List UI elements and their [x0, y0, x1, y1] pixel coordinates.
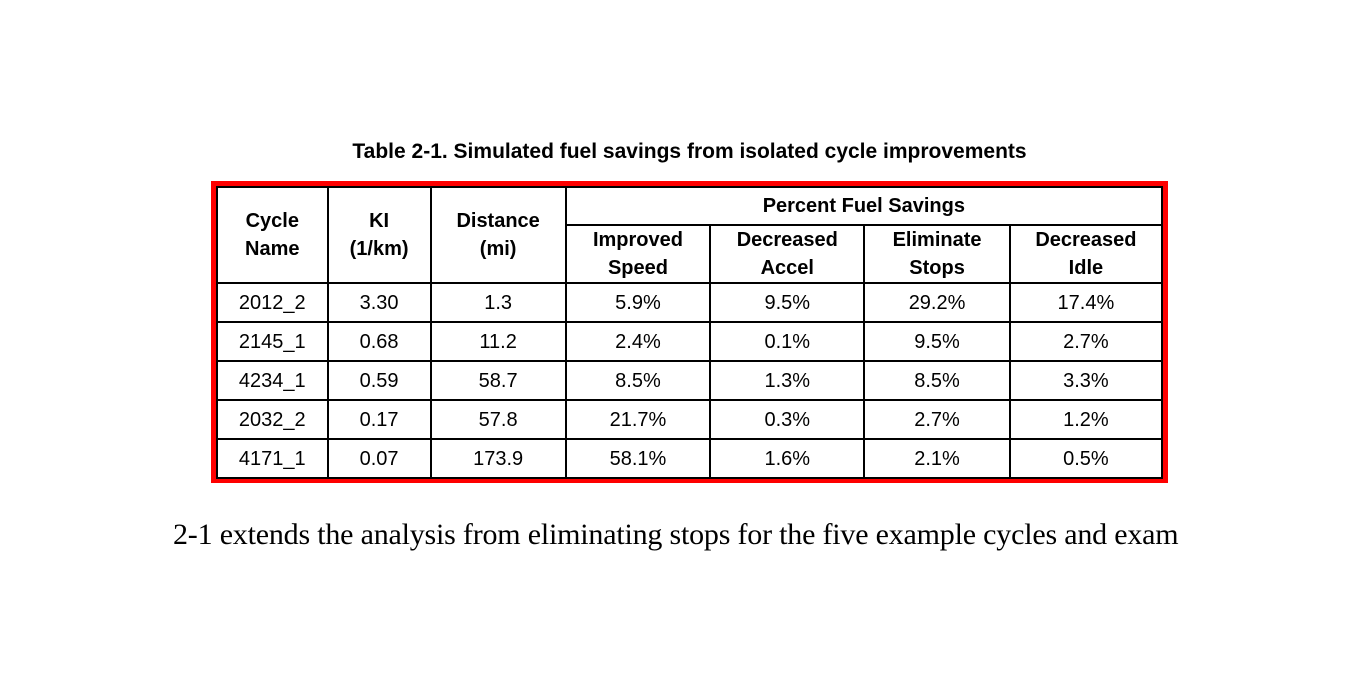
header-improved-speed: Improved Speed [564, 224, 712, 284]
cell-improved-speed: 5.9% [564, 282, 712, 323]
cell-distance: 173.9 [429, 438, 567, 479]
cell-decreased-accel: 0.1% [709, 321, 866, 362]
header-line: KI [369, 210, 390, 232]
header-line: (mi) [479, 238, 517, 260]
table-row: 4171_1 0.07 173.9 58.1% 1.6% 2.1% 0.5% [216, 438, 1164, 479]
cell-decreased-accel: 1.6% [709, 438, 866, 479]
header-decreased-accel: Decreased Accel [709, 224, 866, 284]
cell-cycle-name: 4234_1 [216, 360, 329, 401]
cell-distance: 57.8 [429, 399, 567, 440]
cell-cycle-name: 2145_1 [216, 321, 329, 362]
cell-decreased-accel: 9.5% [709, 282, 866, 323]
cell-eliminate-stops: 29.2% [863, 282, 1011, 323]
cell-decreased-accel: 1.3% [709, 360, 866, 401]
header-distance: Distance (mi) [429, 186, 567, 284]
cell-eliminate-stops: 9.5% [863, 321, 1011, 362]
header-line: Name [245, 238, 300, 260]
cell-decreased-idle: 0.5% [1008, 438, 1164, 479]
cell-ki: 0.17 [326, 399, 432, 440]
cell-cycle-name: 2012_2 [216, 282, 329, 323]
cell-distance: 11.2 [429, 321, 567, 362]
fuel-savings-table: Cycle Name KI (1/km) Distance (mi) Perce… [211, 181, 1168, 483]
header-line: Eliminate [892, 229, 982, 251]
cell-ki: 3.30 [326, 282, 432, 323]
header-line: Accel [760, 257, 814, 279]
header-eliminate-stops: Eliminate Stops [863, 224, 1011, 284]
paragraph-text: 2-1 extends the analysis from eliminatin… [173, 518, 1179, 551]
header-line: Speed [607, 257, 668, 279]
cell-cycle-name: 4171_1 [216, 438, 329, 479]
cell-eliminate-stops: 8.5% [863, 360, 1011, 401]
header-line: Stops [909, 257, 965, 279]
header-cycle-name: Cycle Name [216, 186, 329, 284]
cell-ki: 0.07 [326, 438, 432, 479]
table-row: 4234_1 0.59 58.7 8.5% 1.3% 8.5% 3.3% [216, 360, 1164, 401]
cell-distance: 1.3 [429, 282, 567, 323]
header-line: (1/km) [349, 238, 409, 260]
cell-cycle-name: 2032_2 [216, 399, 329, 440]
table-row: 2032_2 0.17 57.8 21.7% 0.3% 2.7% 1.2% [216, 399, 1164, 440]
cell-improved-speed: 8.5% [564, 360, 712, 401]
cell-ki: 0.59 [326, 360, 432, 401]
cell-decreased-idle: 17.4% [1008, 282, 1164, 323]
table-row: 2145_1 0.68 11.2 2.4% 0.1% 9.5% 2.7% [216, 321, 1164, 362]
header-line: Decreased [736, 229, 838, 251]
cell-improved-speed: 58.1% [564, 438, 712, 479]
header-ki: KI (1/km) [326, 186, 432, 284]
table-row: 2012_2 3.30 1.3 5.9% 9.5% 29.2% 17.4% [216, 282, 1164, 323]
cell-distance: 58.7 [429, 360, 567, 401]
table-caption: Table 2-1. Simulated fuel savings from i… [352, 140, 1027, 163]
cell-eliminate-stops: 2.7% [863, 399, 1011, 440]
data-table: Cycle Name KI (1/km) Distance (mi) Perce… [216, 186, 1164, 479]
cell-improved-speed: 2.4% [564, 321, 712, 362]
cell-ki: 0.68 [326, 321, 432, 362]
header-line: Distance [456, 210, 540, 232]
cell-decreased-idle: 1.2% [1008, 399, 1164, 440]
cell-improved-speed: 21.7% [564, 399, 712, 440]
header-line: Idle [1068, 257, 1104, 279]
cell-eliminate-stops: 2.1% [863, 438, 1011, 479]
cell-decreased-idle: 2.7% [1008, 321, 1164, 362]
cell-decreased-idle: 3.3% [1008, 360, 1164, 401]
header-percent-fuel-savings: Percent Fuel Savings [564, 186, 1164, 226]
header-line: Improved [592, 229, 683, 251]
header-line: Cycle [245, 210, 299, 232]
header-line: Decreased [1035, 229, 1137, 251]
header-decreased-idle: Decreased Idle [1008, 224, 1164, 284]
cell-decreased-accel: 0.3% [709, 399, 866, 440]
